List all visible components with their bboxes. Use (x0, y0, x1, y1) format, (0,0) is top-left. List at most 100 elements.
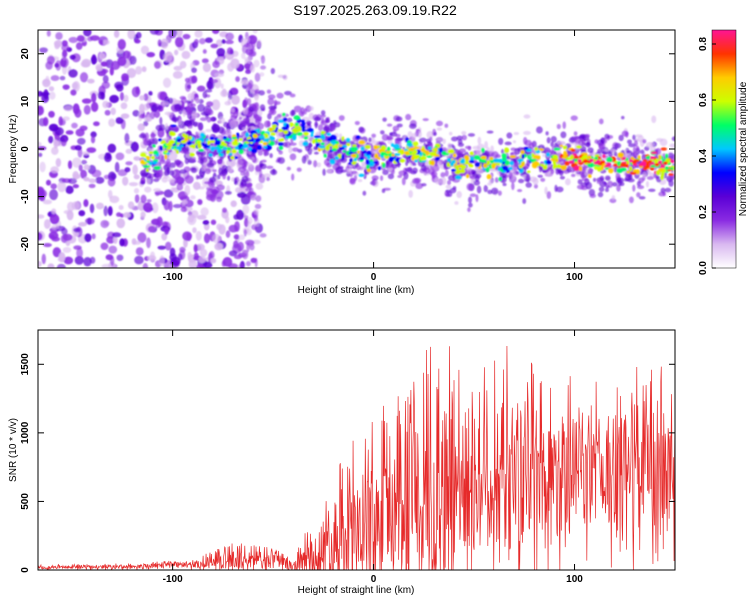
heatmap-cell (243, 228, 247, 237)
heatmap-cell (642, 171, 647, 178)
heatmap-cell (604, 175, 611, 181)
heatmap-cell (414, 159, 418, 163)
heatmap-cell (158, 138, 163, 142)
heatmap-cell (43, 219, 51, 230)
heatmap-cell (517, 158, 524, 162)
heatmap-cell (167, 177, 176, 183)
heatmap-cell (252, 104, 257, 110)
heatmap-cell (444, 169, 449, 177)
heatmap-cell (188, 214, 195, 223)
heatmap-cell (208, 156, 214, 163)
heatmap-cell (191, 156, 196, 162)
heatmap-cell (62, 247, 72, 254)
heatmap-cell (520, 150, 525, 154)
y-tick-label: 0 (20, 567, 31, 573)
heatmap-cell (550, 158, 555, 162)
heatmap-cell (242, 118, 249, 126)
heatmap-cell (147, 225, 156, 233)
heatmap-cell (199, 132, 205, 138)
heatmap-cell (278, 150, 283, 155)
heatmap-cell (254, 94, 259, 102)
heatmap-cell (562, 121, 567, 130)
heatmap-cell (48, 123, 59, 132)
heatmap-cell (196, 175, 205, 180)
heatmap-cell (594, 139, 599, 144)
heatmap-cell (195, 150, 201, 155)
heatmap-cell (187, 251, 192, 260)
heatmap-cell (38, 214, 45, 219)
heatmap-hotspot (639, 162, 644, 166)
heatmap-cell (558, 168, 564, 177)
heatmap-cell (210, 117, 214, 122)
heatmap-cell (164, 149, 169, 154)
heatmap-cell (364, 144, 371, 149)
chart-title: S197.2025.263.09.19.R22 (293, 2, 457, 18)
heatmap-hotspot (649, 156, 655, 160)
heatmap-cell (434, 177, 441, 185)
heatmap-cell (581, 155, 589, 160)
heatmap-cell (587, 173, 592, 179)
heatmap-cell (160, 139, 167, 145)
heatmap-cell (650, 151, 658, 155)
heatmap-hotspot (632, 160, 637, 164)
heatmap-hotspot (613, 163, 618, 167)
colorbar-tick-label: 0.6 (698, 93, 709, 107)
heatmap-cell (457, 152, 464, 158)
heatmap-cell (45, 179, 52, 186)
heatmap-cell (356, 150, 361, 154)
heatmap-cell (621, 130, 629, 137)
heatmap-cell (353, 158, 357, 162)
heatmap-cell (349, 158, 353, 163)
heatmap-cell (616, 184, 621, 192)
heatmap-hotspot (589, 158, 594, 162)
heatmap-cell (176, 176, 185, 185)
heatmap-cell (152, 144, 156, 148)
heatmap-cell (159, 116, 163, 125)
heatmap-cell (62, 233, 73, 241)
heatmap-cell (363, 172, 367, 180)
heatmap-cell (573, 165, 580, 171)
heatmap-cell (231, 136, 238, 140)
heatmap-cell (223, 135, 227, 140)
heatmap-cell (531, 153, 535, 158)
heatmap-cell (88, 183, 96, 189)
heatmap-cell (352, 144, 357, 147)
heatmap-cell (517, 188, 523, 193)
heatmap-cell (184, 175, 194, 184)
heatmap-cell (396, 123, 403, 128)
heatmap-cell (72, 157, 82, 168)
heatmap-cell (320, 114, 327, 118)
heatmap-cell (174, 49, 179, 56)
heatmap-cell (90, 131, 97, 138)
heatmap-cell (247, 82, 253, 90)
heatmap-cell (234, 180, 239, 186)
heatmap-cell (132, 110, 140, 117)
heatmap-cell (293, 105, 302, 113)
heatmap-cell (163, 169, 170, 177)
heatmap-cell (139, 180, 146, 185)
heatmap-cell (277, 157, 285, 164)
heatmap-cell (660, 147, 668, 151)
heatmap-cell (81, 98, 92, 104)
heatmap-cell (525, 174, 531, 183)
heatmap-cell (145, 168, 149, 173)
heatmap-cell (371, 175, 379, 181)
heatmap-cell (270, 132, 276, 137)
heatmap-cell (124, 132, 130, 144)
heatmap-cell (525, 182, 532, 188)
heatmap-cell (640, 149, 645, 155)
heatmap-cell (419, 155, 427, 161)
heatmap-cell (307, 159, 312, 165)
heatmap-cell (90, 101, 99, 113)
heatmap-cell (219, 141, 226, 146)
heatmap-cell (630, 171, 637, 175)
heatmap-cell (63, 105, 73, 112)
heatmap-cell (314, 120, 318, 129)
heatmap-cell (196, 214, 207, 220)
heatmap-cell (486, 130, 494, 134)
heatmap-cell (58, 116, 64, 126)
heatmap-cell (499, 175, 507, 184)
heatmap-cell (412, 146, 420, 150)
heatmap-cell (181, 50, 191, 60)
